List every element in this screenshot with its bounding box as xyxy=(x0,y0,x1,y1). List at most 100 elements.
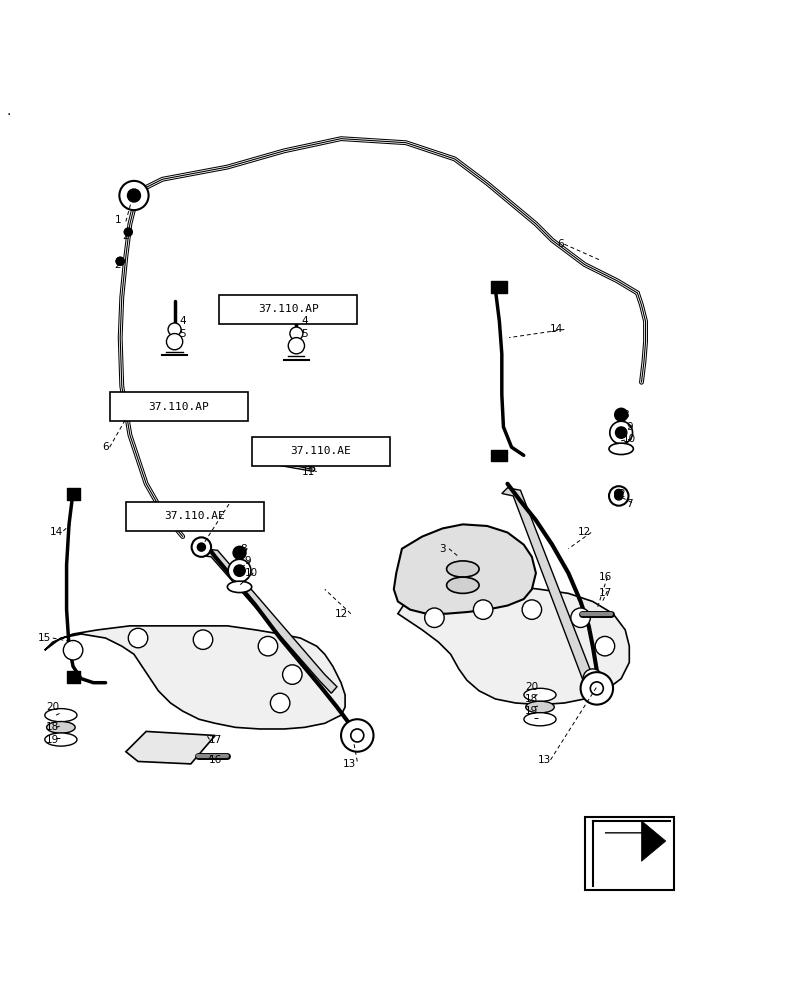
Text: 19: 19 xyxy=(46,735,59,745)
FancyBboxPatch shape xyxy=(109,392,247,421)
Circle shape xyxy=(580,672,612,705)
Text: 18: 18 xyxy=(46,722,59,732)
Circle shape xyxy=(473,600,492,619)
Circle shape xyxy=(290,327,303,340)
Circle shape xyxy=(288,338,304,354)
Circle shape xyxy=(124,228,132,236)
Circle shape xyxy=(128,628,148,648)
Text: 13: 13 xyxy=(342,759,355,769)
Text: 9: 9 xyxy=(625,422,632,432)
Ellipse shape xyxy=(45,733,77,746)
Text: 2: 2 xyxy=(114,260,121,270)
Circle shape xyxy=(614,492,622,500)
Bar xyxy=(584,817,673,890)
Text: 10: 10 xyxy=(245,568,258,578)
Text: 15: 15 xyxy=(38,633,51,643)
Circle shape xyxy=(191,537,211,557)
Text: 9: 9 xyxy=(244,556,251,566)
Circle shape xyxy=(166,334,182,350)
Text: 8: 8 xyxy=(240,544,247,554)
Polygon shape xyxy=(393,524,535,614)
Text: 7: 7 xyxy=(625,499,632,509)
Text: 18: 18 xyxy=(525,694,538,704)
Circle shape xyxy=(424,608,444,627)
Ellipse shape xyxy=(525,701,554,713)
Text: 11: 11 xyxy=(302,467,315,477)
Text: 37.110.AE: 37.110.AE xyxy=(290,446,350,456)
Circle shape xyxy=(193,630,212,649)
Polygon shape xyxy=(45,626,345,729)
Circle shape xyxy=(570,608,590,627)
Circle shape xyxy=(116,257,124,265)
Text: 6: 6 xyxy=(102,442,109,452)
Circle shape xyxy=(608,486,628,506)
Text: 20: 20 xyxy=(525,682,538,692)
Text: 16: 16 xyxy=(598,572,611,582)
Ellipse shape xyxy=(46,722,75,733)
Circle shape xyxy=(234,565,245,576)
Ellipse shape xyxy=(446,561,478,577)
Circle shape xyxy=(582,669,602,688)
Text: 8: 8 xyxy=(621,410,628,420)
Circle shape xyxy=(119,181,148,210)
Circle shape xyxy=(350,729,363,742)
Text: 4: 4 xyxy=(301,316,307,326)
Text: 37.110.AP: 37.110.AP xyxy=(148,402,208,412)
Circle shape xyxy=(609,421,632,444)
Ellipse shape xyxy=(446,577,478,593)
Text: 2: 2 xyxy=(122,231,129,241)
Text: ·: · xyxy=(6,108,11,122)
Circle shape xyxy=(129,191,139,201)
Text: 37.110.AE: 37.110.AE xyxy=(165,511,225,521)
Polygon shape xyxy=(397,585,629,705)
Text: 2: 2 xyxy=(617,489,624,499)
Text: 20: 20 xyxy=(46,702,59,712)
Text: 3: 3 xyxy=(439,544,445,554)
Text: 6: 6 xyxy=(556,239,563,249)
Circle shape xyxy=(63,640,83,660)
Circle shape xyxy=(521,600,541,619)
Text: 17: 17 xyxy=(208,735,221,745)
Circle shape xyxy=(341,719,373,752)
Text: 37.110.AP: 37.110.AP xyxy=(258,304,318,314)
Polygon shape xyxy=(604,821,665,861)
Circle shape xyxy=(258,636,277,656)
Circle shape xyxy=(116,257,124,265)
Circle shape xyxy=(594,636,614,656)
Ellipse shape xyxy=(45,709,77,722)
Circle shape xyxy=(614,408,627,421)
FancyBboxPatch shape xyxy=(219,295,357,324)
Text: 12: 12 xyxy=(577,527,590,537)
Text: 12: 12 xyxy=(334,609,347,619)
Text: 14: 14 xyxy=(50,527,63,537)
Circle shape xyxy=(233,546,246,559)
Polygon shape xyxy=(126,731,215,764)
Text: 1: 1 xyxy=(114,215,121,225)
Circle shape xyxy=(197,543,205,551)
Circle shape xyxy=(614,489,622,498)
Text: 5: 5 xyxy=(301,329,307,339)
Text: 4: 4 xyxy=(179,316,186,326)
Ellipse shape xyxy=(227,581,251,593)
FancyBboxPatch shape xyxy=(251,437,389,466)
Text: 13: 13 xyxy=(537,755,550,765)
Circle shape xyxy=(168,323,181,336)
Text: 16: 16 xyxy=(208,755,221,765)
Circle shape xyxy=(282,665,302,684)
Polygon shape xyxy=(501,488,600,695)
Circle shape xyxy=(228,559,251,582)
Circle shape xyxy=(615,427,626,438)
Ellipse shape xyxy=(523,713,556,726)
Text: 14: 14 xyxy=(549,324,562,334)
Text: 5: 5 xyxy=(179,329,186,339)
Circle shape xyxy=(590,682,603,695)
Text: 10: 10 xyxy=(622,434,635,444)
Ellipse shape xyxy=(608,443,633,455)
Ellipse shape xyxy=(523,688,556,701)
Circle shape xyxy=(614,489,622,498)
Polygon shape xyxy=(199,549,337,693)
Circle shape xyxy=(127,189,140,202)
Circle shape xyxy=(270,693,290,713)
FancyBboxPatch shape xyxy=(126,502,264,531)
Text: 17: 17 xyxy=(598,588,611,598)
